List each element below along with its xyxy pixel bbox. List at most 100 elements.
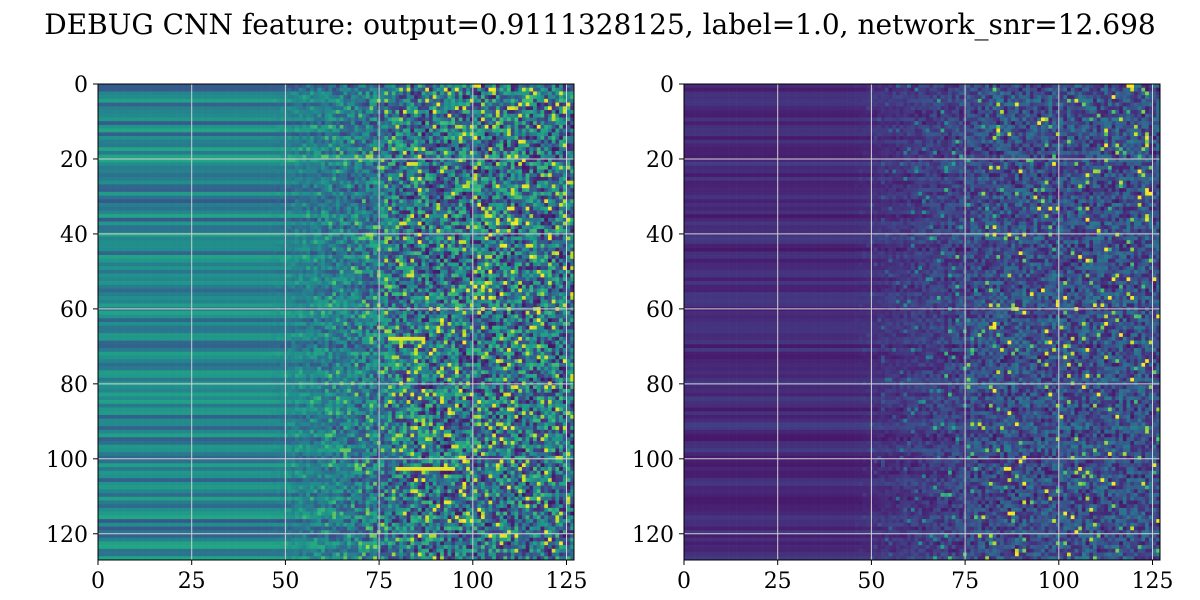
heatmap-cell xyxy=(555,147,559,151)
heatmap-cell xyxy=(306,88,310,92)
heatmap-cell xyxy=(306,117,310,121)
heatmap-panel-1: 0 25 50 75 100 125020406080100120 xyxy=(46,73,588,594)
heatmap-cell xyxy=(343,125,347,129)
heatmap-cell xyxy=(146,177,150,181)
heatmap-cell xyxy=(202,106,206,110)
heatmap-cell xyxy=(448,173,452,177)
heatmap-cell xyxy=(492,121,496,125)
heatmap-cell xyxy=(102,129,106,133)
heatmap-cell xyxy=(321,170,325,174)
heatmap-cell xyxy=(321,140,325,144)
heatmap-cell xyxy=(347,99,351,103)
heatmap-cell xyxy=(396,110,400,114)
heatmap-cell xyxy=(150,110,154,114)
heatmap-cell xyxy=(139,155,143,159)
heatmap-cell xyxy=(503,99,507,103)
heatmap-cell xyxy=(202,95,206,99)
heatmap-cell xyxy=(488,140,492,144)
heatmap-cell xyxy=(384,91,388,95)
heatmap-cell xyxy=(247,114,251,118)
heatmap-cell xyxy=(258,136,262,140)
heatmap-cell xyxy=(206,106,210,110)
heatmap-cell xyxy=(202,132,206,136)
heatmap-cell xyxy=(355,91,359,95)
heatmap-cell xyxy=(533,136,537,140)
heatmap-cell xyxy=(247,136,251,140)
heatmap-cell xyxy=(195,95,199,99)
heatmap-cell xyxy=(373,88,377,92)
heatmap-cell xyxy=(224,140,228,144)
heatmap-cell xyxy=(358,114,362,118)
heatmap-cell xyxy=(369,95,373,99)
heatmap-cell xyxy=(239,170,243,174)
heatmap-cell xyxy=(262,173,266,177)
heatmap-cell xyxy=(541,106,545,110)
heatmap-cell xyxy=(232,91,236,95)
heatmap-cell xyxy=(444,99,448,103)
heatmap-cell xyxy=(317,103,321,107)
heatmap-cell xyxy=(440,121,444,125)
heatmap-cell xyxy=(213,103,217,107)
heatmap-cell xyxy=(154,88,158,92)
heatmap-cell xyxy=(488,136,492,140)
heatmap-cell xyxy=(198,166,202,170)
heatmap-cell xyxy=(213,140,217,144)
heatmap-cell xyxy=(507,162,511,166)
heatmap-cell xyxy=(273,155,277,159)
heatmap-cell xyxy=(221,136,225,140)
heatmap-cell xyxy=(128,121,132,125)
heatmap-cell xyxy=(165,177,169,181)
heatmap-cell xyxy=(436,166,440,170)
heatmap-cell xyxy=(321,177,325,181)
heatmap-cell xyxy=(184,136,188,140)
heatmap-cell xyxy=(258,144,262,148)
heatmap-cell xyxy=(451,121,455,125)
heatmap-cell xyxy=(154,91,158,95)
heatmap-cell xyxy=(340,88,344,92)
heatmap-cell xyxy=(537,121,541,125)
heatmap-cell xyxy=(526,155,530,159)
heatmap-cell xyxy=(247,125,251,129)
heatmap-cell xyxy=(198,99,202,103)
heatmap-cell xyxy=(358,99,362,103)
heatmap-cell xyxy=(206,99,210,103)
heatmap-cell xyxy=(158,121,162,125)
heatmap-cell xyxy=(239,136,243,140)
heatmap-cell xyxy=(202,140,206,144)
heatmap-cell xyxy=(500,170,504,174)
heatmap-cell xyxy=(541,155,545,159)
heatmap-cell xyxy=(488,132,492,136)
heatmap-cell xyxy=(180,121,184,125)
heatmap-cell xyxy=(399,147,403,151)
heatmap-cell xyxy=(224,114,228,118)
heatmap-cell xyxy=(336,136,340,140)
heatmap-cell xyxy=(280,129,284,133)
heatmap-cell xyxy=(195,129,199,133)
heatmap-cell xyxy=(143,88,147,92)
heatmap-cell xyxy=(366,162,370,166)
heatmap-cell xyxy=(158,144,162,148)
heatmap-cell xyxy=(325,91,329,95)
heatmap-cell xyxy=(477,106,481,110)
heatmap-cell xyxy=(176,117,180,121)
heatmap-cell xyxy=(544,88,548,92)
heatmap-cell xyxy=(146,166,150,170)
heatmap-cell xyxy=(288,151,292,155)
heatmap-cell xyxy=(310,84,314,88)
heatmap-cell xyxy=(217,110,221,114)
heatmap-cell xyxy=(529,125,533,129)
heatmap-cell xyxy=(422,84,426,88)
heatmap-cell xyxy=(403,106,407,110)
heatmap-cell xyxy=(396,84,400,88)
heatmap-cell xyxy=(537,173,541,177)
heatmap-cell xyxy=(187,166,191,170)
heatmap-cell xyxy=(518,114,522,118)
heatmap-cell xyxy=(262,155,266,159)
heatmap-cell xyxy=(492,110,496,114)
heatmap-cell xyxy=(299,114,303,118)
heatmap-cell xyxy=(552,84,556,88)
heatmap-cell xyxy=(161,114,165,118)
heatmap-cell xyxy=(526,95,530,99)
heatmap-cell xyxy=(518,140,522,144)
heatmap-cell xyxy=(206,132,210,136)
